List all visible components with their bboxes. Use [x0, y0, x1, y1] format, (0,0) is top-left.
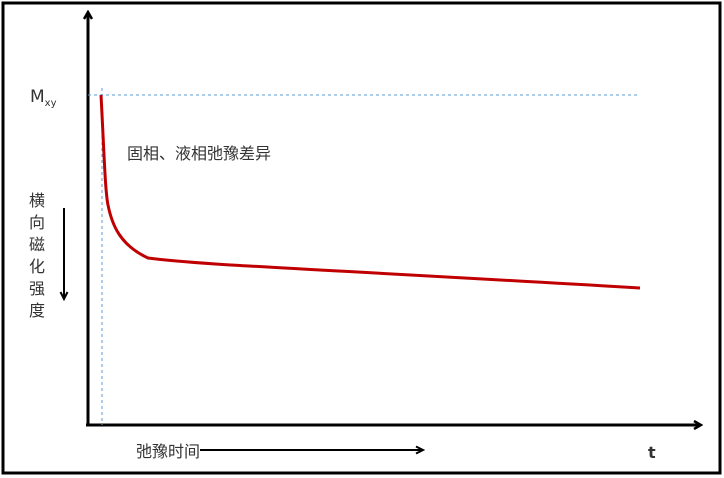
svg-text:化: 化	[29, 257, 45, 276]
x-axis-label: 弛豫时间	[136, 442, 200, 461]
relaxation-curve	[99, 94, 641, 290]
y-axis-label: 横 向 磁 化 强 度	[29, 191, 45, 320]
svg-text:度: 度	[29, 301, 45, 320]
mxy-label: Mxy	[30, 87, 57, 109]
svg-text:横: 横	[29, 191, 45, 210]
annotation-text: 固相、液相弛豫差异	[127, 144, 271, 163]
svg-text:向: 向	[29, 213, 45, 232]
t-axis-symbol: t	[648, 443, 656, 462]
svg-text:强: 强	[29, 279, 45, 298]
svg-text:磁: 磁	[29, 235, 45, 254]
